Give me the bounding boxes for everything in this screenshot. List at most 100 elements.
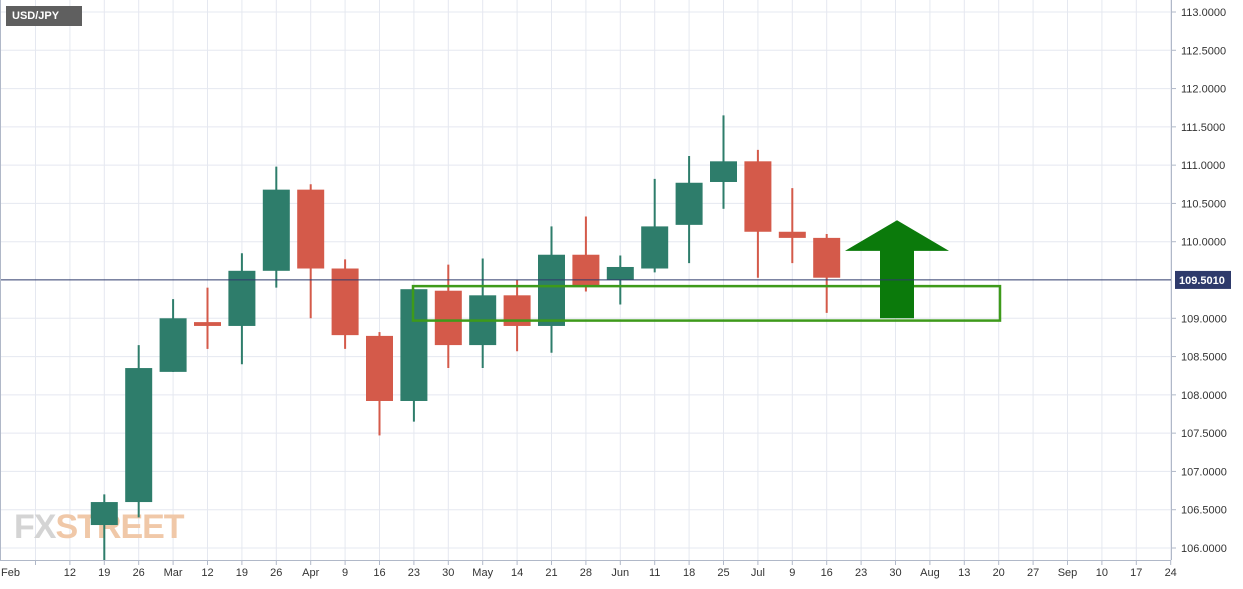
x-tick-label: 26 — [133, 567, 145, 579]
y-tick-label: 111.5000 — [1181, 122, 1225, 134]
x-tick-label: 10 — [1096, 567, 1108, 579]
y-tick-label: 110.0000 — [1181, 237, 1226, 249]
candle — [366, 332, 393, 436]
candle-body — [194, 322, 221, 326]
y-tick-label: 113.0000 — [1181, 7, 1226, 19]
candle-body — [675, 182, 703, 225]
fxstreet-logo: FXSTREET — [14, 508, 186, 546]
x-tick-label: 30 — [442, 567, 454, 579]
x-tick-label: 19 — [98, 567, 110, 579]
y-tick-label: 112.0000 — [1181, 84, 1226, 96]
x-tick-label: Jul — [751, 567, 765, 579]
candle — [194, 287, 221, 349]
candle — [228, 253, 256, 365]
y-tick-label: 108.0000 — [1181, 390, 1227, 402]
candle — [813, 234, 841, 313]
candle-body — [366, 335, 393, 401]
y-tick-label: 112.5000 — [1181, 45, 1226, 57]
candle-body — [538, 254, 565, 326]
arrow-up-icon — [845, 220, 949, 319]
candle — [503, 280, 531, 352]
x-tick-label: 12 — [201, 567, 213, 579]
x-tick-label: 28 — [580, 567, 592, 579]
price-tag-text: 109.5010 — [1179, 275, 1225, 287]
candle-body — [159, 318, 187, 372]
annotations: 109.5010 — [0, 220, 1231, 322]
x-tick-label: Feb — [1, 567, 20, 579]
watermark-part1: FX — [14, 508, 57, 546]
price-tag-bg — [1175, 270, 1231, 289]
x-tick-label: Aug — [920, 567, 940, 579]
x-tick-label: 23 — [855, 567, 867, 579]
x-tick-label: 9 — [342, 567, 348, 579]
candle — [262, 166, 290, 288]
candle-body — [744, 161, 772, 232]
x-tick-label: 23 — [408, 567, 420, 579]
candle-body — [710, 161, 737, 182]
x-tick-label: 19 — [236, 567, 248, 579]
x-tick-label: 16 — [821, 567, 833, 579]
candle-body — [331, 268, 359, 336]
candle-body — [606, 266, 634, 280]
x-tick-label: 11 — [649, 567, 660, 579]
candle-body — [778, 231, 806, 238]
x-tick-label: 30 — [889, 567, 901, 579]
candle-body — [125, 368, 153, 503]
candle-body — [90, 502, 118, 526]
y-tick-label: 106.5000 — [1181, 505, 1227, 517]
x-tick-label: 16 — [373, 567, 385, 579]
candle — [125, 345, 153, 518]
y-tick-label: 107.0000 — [1181, 466, 1227, 478]
candle — [90, 494, 118, 560]
candle — [331, 259, 359, 349]
x-tick-label: 12 — [64, 567, 76, 579]
y-tick-label: 109.0000 — [1181, 313, 1227, 325]
x-tick-label: Sep — [1058, 567, 1078, 579]
candle — [744, 149, 772, 278]
candle — [641, 178, 669, 273]
x-tick-label: Jun — [611, 567, 629, 579]
candle-body — [228, 270, 256, 326]
svg-text:FXSTREET: FXSTREET — [14, 508, 185, 546]
y-tick-label: 110.5000 — [1181, 198, 1226, 210]
candle-body — [262, 189, 290, 271]
current-price-tag: 109.5010 — [1175, 270, 1231, 289]
y-tick-label: 108.5000 — [1181, 352, 1227, 364]
y-tick-label: 106.0000 — [1181, 543, 1227, 555]
x-tick-label: 14 — [511, 567, 523, 579]
axes: Feb 12 19 26 Mar 12 19 26 Apr 9 16 23 30 May 14 21 28 Jun… — [0, 0, 1227, 579]
x-tick-label: 21 — [545, 567, 557, 579]
y-tick-label: 107.5000 — [1181, 428, 1227, 440]
support-zone-box — [411, 284, 1002, 322]
watermark-part2: STREET — [55, 508, 184, 546]
candle — [538, 226, 565, 353]
candle-body — [434, 290, 462, 346]
x-tick-label: 18 — [683, 567, 695, 579]
candle-body — [572, 254, 600, 286]
x-tick-label: 20 — [993, 567, 1005, 579]
symbol-label[interactable]: USD/JPY — [6, 6, 82, 26]
candles — [90, 115, 841, 560]
candle — [469, 258, 497, 369]
candle-body — [641, 226, 669, 269]
x-tick-label: Apr — [302, 567, 319, 579]
candle — [159, 299, 187, 372]
candle — [778, 188, 806, 264]
candle — [710, 115, 737, 209]
x-tick-label: Mar — [164, 567, 183, 579]
y-tick-label: 111.0000 — [1181, 160, 1225, 172]
x-tick-label: May — [472, 567, 493, 579]
x-tick-label: 26 — [270, 567, 282, 579]
candle — [297, 184, 325, 319]
candle — [675, 155, 703, 264]
x-tick-label: 24 — [1165, 567, 1177, 579]
x-tick-label: 25 — [717, 567, 729, 579]
x-tick-label: 9 — [789, 567, 795, 579]
x-tick-label: 13 — [958, 567, 970, 579]
candle-body — [813, 237, 841, 278]
x-tick-label: 17 — [1130, 567, 1142, 579]
x-tick-label: 27 — [1027, 567, 1039, 579]
candle-body — [297, 189, 325, 269]
